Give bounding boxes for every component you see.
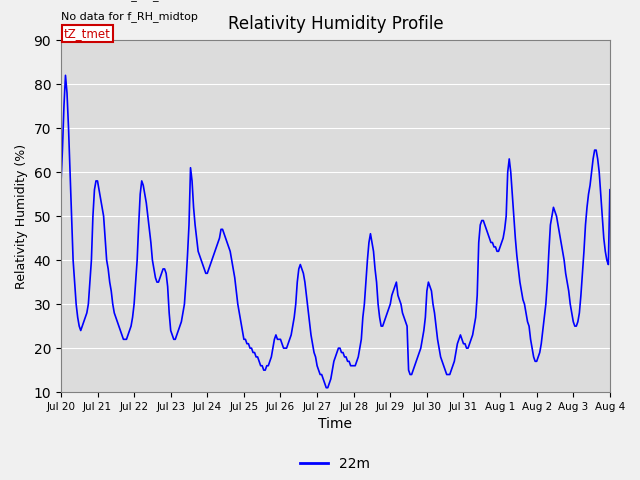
Legend: 22m: 22m [295,452,376,477]
Text: No data for f_RH_midtop: No data for f_RH_midtop [61,11,198,22]
Text: No data for f_RH_midlow: No data for f_RH_midlow [61,0,198,1]
Text: tZ_tmet: tZ_tmet [64,27,111,40]
Title: Relativity Humidity Profile: Relativity Humidity Profile [228,15,444,33]
Y-axis label: Relativity Humidity (%): Relativity Humidity (%) [15,144,28,288]
X-axis label: Time: Time [318,418,353,432]
